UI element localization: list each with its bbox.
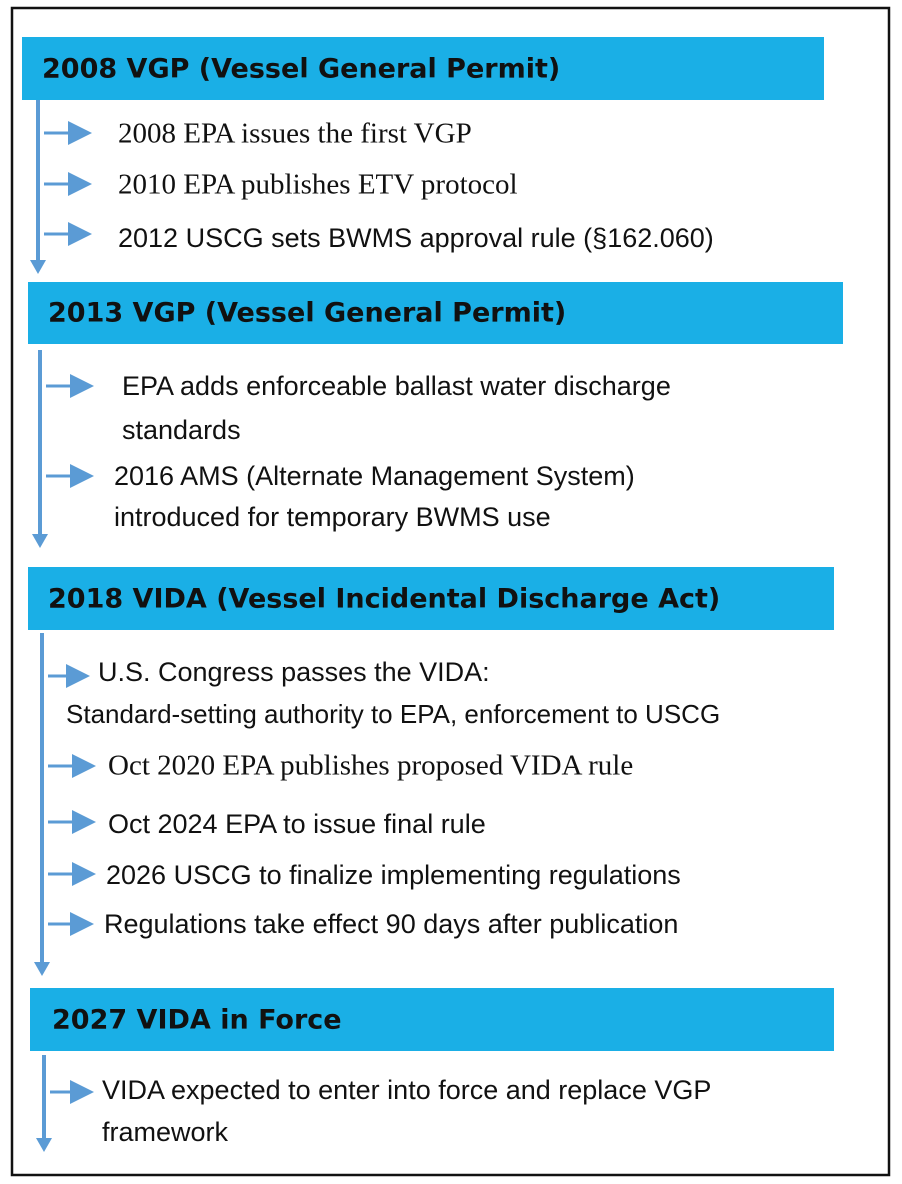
arrow-head xyxy=(32,534,48,548)
item-text: Regulations take effect 90 days after pu… xyxy=(104,909,678,939)
section-header xyxy=(30,988,834,1051)
item-text: U.S. Congress passes the VIDA: xyxy=(98,657,490,687)
arrow-head xyxy=(34,962,50,976)
item-text: Oct 2020 EPA publishes proposed VIDA rul… xyxy=(108,750,633,782)
frame xyxy=(10,6,891,1177)
item-text: Standard-setting authority to EPA, enfor… xyxy=(66,699,720,729)
item-text: 2010 EPA publishes ETV protocol xyxy=(118,169,518,201)
item-text: framework xyxy=(102,1117,229,1147)
section-header xyxy=(28,567,834,630)
arrow-head xyxy=(30,260,46,274)
item-text: 2016 AMS (Alternate Management System) xyxy=(114,461,635,491)
item-text: 2008 EPA issues the first VGP xyxy=(118,118,472,150)
item-text: introduced for temporary BWMS use xyxy=(114,502,551,532)
section-title: 2027 VIDA in Force xyxy=(52,1005,342,1036)
item-text: EPA adds enforceable ballast water disch… xyxy=(122,371,671,401)
section-header xyxy=(22,37,824,100)
section-title: 2008 VGP (Vessel General Permit) xyxy=(42,54,560,85)
section-title: 2013 VGP (Vessel General Permit) xyxy=(48,298,566,329)
arrow-head xyxy=(36,1138,52,1152)
section-title: 2018 VIDA (Vessel Incidental Discharge A… xyxy=(48,584,720,615)
item-text: VIDA expected to enter into force and re… xyxy=(102,1075,711,1105)
item-text: 2026 USCG to finalize implementing regul… xyxy=(106,860,681,890)
section-header xyxy=(28,282,843,344)
item-text: standards xyxy=(122,415,241,445)
item-text: 2012 USCG sets BWMS approval rule (§162.… xyxy=(118,223,714,253)
item-text: Oct 2024 EPA to issue final rule xyxy=(108,809,486,839)
